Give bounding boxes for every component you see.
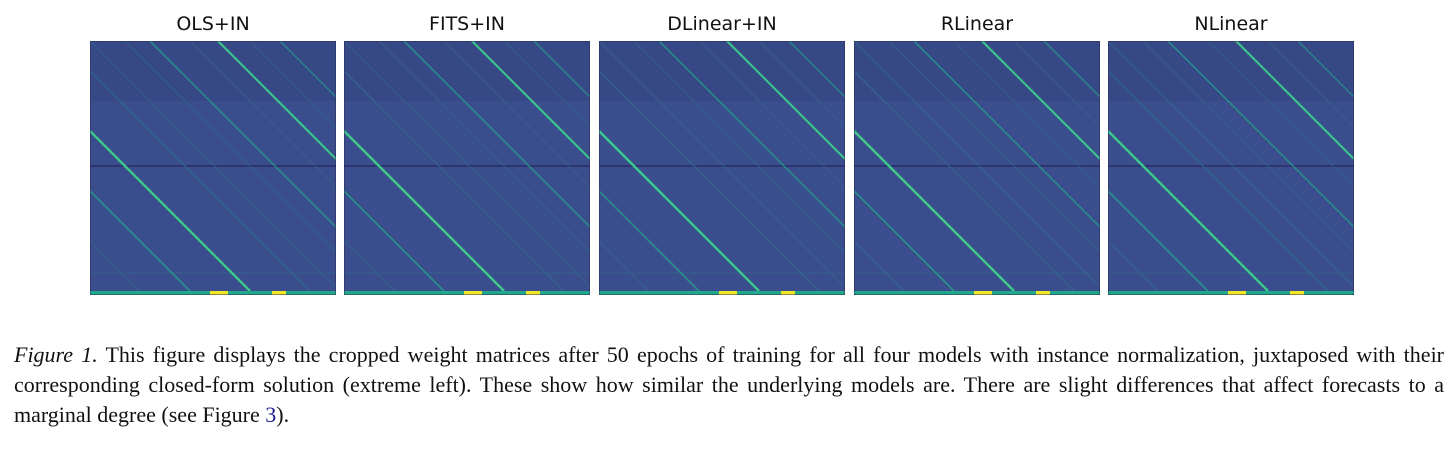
- heatmap-diagonal-stripe: [378, 41, 590, 253]
- heatmap-diagonal-stripe: [1108, 41, 1354, 288]
- heatmap-diagonal-stripe: [599, 189, 700, 292]
- heatmap-diagonal-stripe: [503, 41, 590, 128]
- heatmap-diagonal-stripe: [633, 41, 845, 253]
- heatmap-bottom-bright-cell: [719, 291, 737, 295]
- heatmap-diagonal-stripe: [913, 41, 1100, 229]
- heatmap-diagonal-stripe: [1108, 129, 1269, 292]
- heatmap-shade-band: [599, 41, 845, 101]
- heatmap-diagonal-stripe: [1108, 70, 1329, 292]
- heatmap-diagonal-stripe: [279, 41, 336, 99]
- heatmap-nlinear: [1108, 41, 1354, 295]
- heatmap-diagonal-stripe: [854, 70, 1075, 292]
- heatmap-diagonal-stripe: [758, 41, 845, 128]
- heatmap-bottom-bright-cell: [781, 291, 795, 295]
- heatmap-diagonal-stripe: [344, 129, 505, 292]
- heatmap-diagonal-stripe: [249, 41, 336, 128]
- heatmap-bottom-bright-cell: [974, 291, 992, 295]
- heatmap-fits-in: [344, 41, 590, 295]
- heatmap-diagonal-stripe: [1142, 41, 1354, 253]
- heatmap-diagonal-stripe: [471, 41, 590, 161]
- panel-title-nlinear: NLinear: [1194, 13, 1268, 35]
- heatmap-shade-band: [90, 41, 336, 101]
- heatmap-diagonal-stripe: [888, 41, 1100, 253]
- heatmap-rlinear: [854, 41, 1100, 295]
- heatmap-diagonal-stripe: [90, 41, 336, 288]
- caption-text: This figure displays the cropped weight …: [14, 342, 1445, 427]
- panel-title-rlinear: RLinear: [940, 13, 1014, 35]
- panel-title-dlinear-in: DLinear+IN: [667, 13, 777, 35]
- heatmap-diagonal-stripe: [953, 41, 1100, 188]
- heatmap-bottom-bright-cell: [210, 291, 228, 295]
- heatmap-diagonal-stripe: [1167, 41, 1354, 229]
- heatmap-diagonal-stripe: [403, 41, 590, 229]
- heatmap-diagonal-stripe: [788, 41, 845, 99]
- heatmap-bottom-bright-cell: [272, 291, 286, 295]
- heatmap-bottom-bright-cell: [526, 291, 540, 295]
- heatmap-bottom-bright-cell: [1290, 291, 1304, 295]
- heatmap-bottom-bright-cell: [464, 291, 482, 295]
- heatmap-ols-in: [90, 41, 336, 295]
- heatmap-diagonal-stripe: [981, 41, 1100, 161]
- figure-caption: Figure 1. This figure displays the cropp…: [14, 340, 1444, 430]
- panel-title-ols-in: OLS+IN: [176, 13, 250, 35]
- heatmap-diagonal-stripe: [854, 189, 955, 292]
- heatmap-diagonal-stripe: [90, 240, 141, 292]
- heatmap-diagonal-stripe: [1043, 41, 1100, 99]
- heatmap-diagonal-stripe: [344, 70, 565, 292]
- heatmap-diagonal-stripe: [344, 240, 395, 292]
- heatmap-diagonal-stripe: [726, 41, 845, 161]
- panel-title-fits-in: FITS+IN: [429, 13, 505, 35]
- heatmap-diagonal-stripe: [1013, 41, 1100, 128]
- heatmap-diagonal-stripe: [1235, 41, 1354, 161]
- heatmap-diagonal-stripe: [90, 189, 191, 292]
- heatmap-diagonal-stripe: [599, 240, 650, 292]
- heatmap-diagonal-stripe: [344, 189, 445, 292]
- heatmap-diagonal-stripe: [90, 70, 311, 292]
- heatmap-diagonal-stripe: [1267, 41, 1354, 128]
- caption-text-end: ).: [276, 402, 290, 427]
- heatmap-dlinear-in: [599, 41, 845, 295]
- heatmap-diagonal-stripe: [124, 41, 336, 253]
- heatmap-shade-band: [344, 41, 590, 101]
- caption-label: Figure 1.: [14, 342, 98, 367]
- heatmap-diagonal-stripe: [533, 41, 590, 99]
- heatmap-diagonal-stripe: [217, 41, 336, 161]
- heatmap-diagonal-stripe: [1207, 41, 1354, 188]
- heatmap-diagonal-stripe: [344, 41, 590, 288]
- heatmap-shade-band: [854, 41, 1100, 101]
- heatmap-diagonal-stripe: [1108, 189, 1209, 292]
- heatmap-bottom-bright-cell: [1228, 291, 1246, 295]
- heatmap-diagonal-stripe: [599, 70, 820, 292]
- heatmap-diagonal-stripe: [854, 129, 1015, 292]
- heatmap-diagonal-stripe: [189, 41, 336, 188]
- heatmap-diagonal-stripe: [698, 41, 845, 188]
- heatmap-diagonal-stripe: [1297, 41, 1354, 99]
- heatmap-diagonal-stripe: [443, 41, 590, 188]
- heatmap-diagonal-stripe: [149, 41, 336, 229]
- heatmap-bottom-bright-cell: [1036, 291, 1050, 295]
- heatmap-diagonal-stripe: [90, 129, 251, 292]
- heatmap-shade-band: [1108, 41, 1354, 101]
- heatmap-diagonal-stripe: [854, 41, 1100, 288]
- heatmap-diagonal-stripe: [599, 41, 845, 288]
- figure-reference-link[interactable]: 3: [265, 402, 277, 427]
- heatmap-diagonal-stripe: [1108, 240, 1159, 292]
- heatmap-diagonal-stripe: [599, 129, 760, 292]
- heatmap-diagonal-stripe: [658, 41, 845, 229]
- heatmap-diagonal-stripe: [854, 240, 905, 292]
